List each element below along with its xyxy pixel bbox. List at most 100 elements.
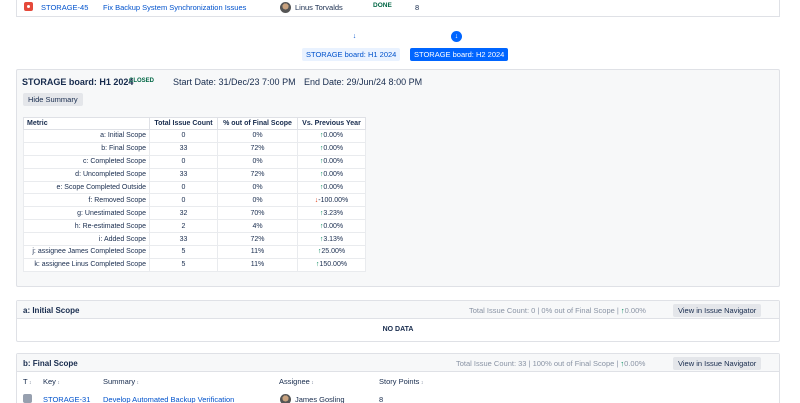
summary-row: k: assignee Linus Completed Scope 5 11% ↑15… bbox=[23, 257, 366, 272]
issue-summary-link[interactable]: Fix Backup System Synchronization Issues bbox=[103, 3, 247, 12]
section-stats-text: Total Issue Count: 0 | 0% out of Final S… bbox=[469, 306, 619, 315]
arrow-down-icon[interactable]: ↓ bbox=[451, 31, 462, 42]
final-scope-section: b: Final Scope Total Issue Count: 33 | 1… bbox=[16, 353, 780, 403]
metric-label: f: Removed Scope bbox=[23, 193, 150, 208]
summary-panel: STORAGE board: H1 2024 CLOSED Start Date… bbox=[16, 69, 780, 287]
board-title: STORAGE board: H1 2024 bbox=[22, 77, 134, 87]
issue-count: 0 bbox=[149, 129, 218, 143]
issue-count: 5 bbox=[149, 257, 218, 272]
arrow-up-icon: ↑ bbox=[319, 145, 324, 153]
final-scope-percent: 0% bbox=[217, 129, 298, 143]
view-in-issue-navigator-button[interactable]: View in Issue Navigator bbox=[673, 304, 762, 317]
column-header-key[interactable]: Key bbox=[43, 377, 60, 386]
status-badge: CLOSED bbox=[129, 78, 155, 84]
view-in-issue-navigator-button[interactable]: View in Issue Navigator bbox=[673, 357, 762, 370]
column-header: Metric bbox=[23, 117, 150, 130]
vs-previous-year-value: 25.00% bbox=[321, 248, 346, 256]
issue-count: 0 bbox=[149, 180, 218, 195]
arrow-up-icon: ↑ bbox=[319, 184, 324, 191]
board-h2-button[interactable]: STORAGE board: H2 2024 bbox=[410, 48, 509, 61]
vs-previous-year-value: 0.00% bbox=[323, 171, 344, 179]
metric-label: a: Initial Scope bbox=[23, 129, 150, 143]
final-scope-percent: 0% bbox=[217, 154, 298, 169]
column-header-type[interactable]: T bbox=[23, 377, 31, 386]
vs-previous-year-value: 0.00% bbox=[323, 184, 344, 191]
summary-row: j: assignee James Completed Scope 5 11% ↑25… bbox=[23, 245, 366, 259]
arrow-up-icon: ↑ bbox=[317, 248, 322, 256]
metric-label: i: Added Scope bbox=[23, 232, 150, 247]
assignee-name: Linus Torvalds bbox=[295, 3, 343, 12]
final-scope-percent: 70% bbox=[217, 206, 298, 221]
vs-previous-year: ↓-100.00% bbox=[297, 193, 366, 208]
vs-previous-year-value: 0.00% bbox=[323, 132, 344, 140]
issue-key-link[interactable]: STORAGE-31 bbox=[43, 395, 91, 403]
vs-previous-year: ↑25.00% bbox=[297, 245, 366, 259]
vs-previous-year-value: 0.00% bbox=[323, 222, 344, 230]
issue-count: 33 bbox=[149, 167, 218, 182]
hide-summary-button[interactable]: Hide Summary bbox=[23, 93, 83, 106]
vs-previous-year: ↑0.00% bbox=[297, 141, 366, 156]
issue-summary-link[interactable]: Develop Automated Backup Verification bbox=[103, 395, 235, 403]
summary-row: e: Scope Completed Outside 0 0% ↑0.00% bbox=[23, 180, 366, 195]
column-header: % out of Final Scope bbox=[217, 117, 298, 130]
section-stats-vs: 0.00% bbox=[624, 359, 646, 368]
vs-previous-year: ↑3.23% bbox=[297, 206, 366, 221]
arrow-up-icon: ↑ bbox=[319, 132, 324, 140]
column-header: Vs. Previous Year bbox=[297, 117, 366, 130]
no-data-message: NO DATA bbox=[382, 326, 414, 333]
arrow-up-icon: ↑ bbox=[315, 261, 320, 269]
vs-previous-year-value: 3.13% bbox=[323, 235, 344, 243]
summary-row: a: Initial Scope 0 0% ↑0.00% bbox=[23, 129, 366, 143]
summary-row: c: Completed Scope 0 0% ↑0.00% bbox=[23, 154, 366, 169]
issue-count: 33 bbox=[149, 141, 218, 156]
metric-label: b: Final Scope bbox=[23, 141, 150, 156]
section-header: a: Initial Scope Total Issue Count: 0 | … bbox=[17, 301, 779, 319]
metric-label: e: Scope Completed Outside bbox=[23, 180, 150, 195]
vs-previous-year: ↑150.00% bbox=[297, 257, 366, 272]
metric-label: c: Completed Scope bbox=[23, 154, 150, 169]
avatar bbox=[280, 394, 291, 403]
board-h1-button[interactable]: STORAGE board: H1 2024 bbox=[302, 48, 401, 61]
issue-count: 2 bbox=[149, 219, 218, 234]
summary-row: b: Final Scope 33 72% ↑0.00% bbox=[23, 141, 366, 156]
metric-label: j: assignee James Completed Scope bbox=[23, 245, 150, 259]
column-header-summary[interactable]: Summary bbox=[103, 377, 139, 386]
metric-label: h: Re-estimated Scope bbox=[23, 219, 150, 234]
arrow-down-icon[interactable]: ↓ bbox=[349, 31, 360, 42]
summary-table: Metric Total Issue Count % out of Final … bbox=[23, 117, 366, 272]
avatar bbox=[280, 2, 291, 13]
vs-previous-year-value: 3.23% bbox=[323, 209, 344, 217]
final-scope-percent: 4% bbox=[217, 219, 298, 234]
final-scope-percent: 72% bbox=[217, 167, 298, 182]
issue-count: 5 bbox=[149, 245, 218, 259]
vs-previous-year-value: 0.00% bbox=[323, 158, 344, 166]
issue-count: 32 bbox=[149, 206, 218, 221]
summary-row: i: Added Scope 33 72% ↑3.13% bbox=[23, 232, 366, 247]
section-header: b: Final Scope Total Issue Count: 33 | 1… bbox=[17, 354, 779, 372]
issue-count: 33 bbox=[149, 232, 218, 247]
section-stats-vs: 0.00% bbox=[624, 306, 646, 315]
subtask-icon bbox=[23, 394, 32, 403]
column-header-assignee[interactable]: Assignee bbox=[279, 377, 314, 386]
column-header: Total Issue Count bbox=[149, 117, 218, 130]
section-stats: Total Issue Count: 33 | 100% out of Fina… bbox=[456, 359, 645, 368]
metric-label: k: assignee Linus Completed Scope bbox=[23, 257, 150, 272]
arrow-up-icon: ↑ bbox=[319, 171, 324, 179]
section-stats: Total Issue Count: 0 | 0% out of Final S… bbox=[469, 306, 646, 315]
vs-previous-year: ↑0.00% bbox=[297, 129, 366, 143]
metric-label: g: Unestimated Scope bbox=[23, 206, 150, 221]
final-scope-percent: 72% bbox=[217, 141, 298, 156]
summary-row: f: Removed Scope 0 0% ↓-100.00% bbox=[23, 193, 366, 208]
arrow-up-icon: ↑ bbox=[620, 359, 625, 368]
bug-icon bbox=[24, 2, 33, 11]
section-stats-text: Total Issue Count: 33 | 100% out of Fina… bbox=[456, 359, 619, 368]
arrow-up-icon: ↑ bbox=[319, 158, 324, 166]
status-badge: DONE bbox=[373, 2, 392, 9]
metric-label: d: Uncompleted Scope bbox=[23, 167, 150, 182]
section-title: b: Final Scope bbox=[23, 359, 78, 368]
initial-scope-section: a: Initial Scope Total Issue Count: 0 | … bbox=[16, 300, 780, 342]
column-header-story-points[interactable]: Story Points bbox=[379, 377, 423, 386]
arrow-up-icon: ↑ bbox=[319, 222, 324, 230]
issue-key-link[interactable]: STORAGE-45 bbox=[41, 3, 89, 12]
arrow-up-icon: ↑ bbox=[620, 306, 625, 315]
